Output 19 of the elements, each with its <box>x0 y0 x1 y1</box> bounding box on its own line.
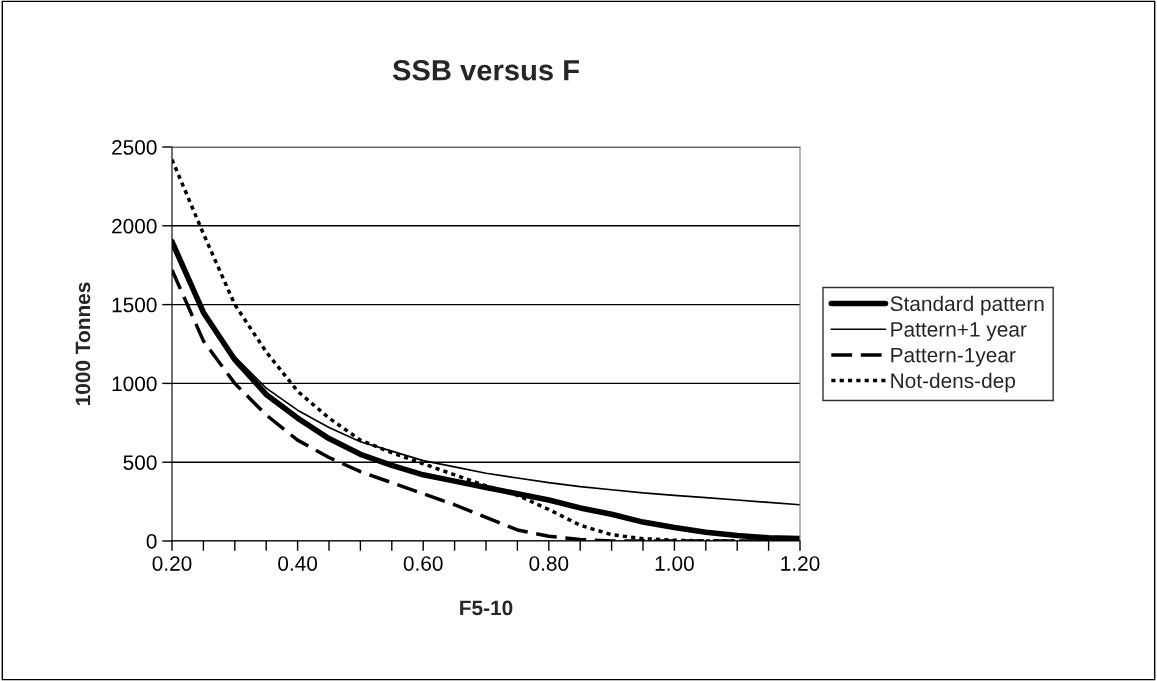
x-tick-label: 0.80 <box>529 556 569 571</box>
legend-label: Pattern+1 year <box>891 322 1027 341</box>
x-tick-label: 1.20 <box>781 556 820 571</box>
x-axis-title: F5-10 <box>460 600 513 616</box>
legend-label: Not-dens-dep <box>891 372 1015 393</box>
x-tick-label: 0.40 <box>278 556 318 571</box>
legend-label: Pattern-1year <box>891 347 1016 367</box>
x-tick-label: 1.00 <box>655 556 694 571</box>
chart-title: SSB versus F <box>392 59 579 81</box>
y-tick-label: 0 <box>146 534 157 549</box>
x-tick-label: 0.20 <box>152 556 192 571</box>
y-tick-label: 2000 <box>112 218 157 234</box>
y-tick-label: 1000 <box>112 376 157 392</box>
y-tick-label: 2500 <box>112 140 157 155</box>
y-tick-label: 1500 <box>112 297 157 313</box>
y-tick-label: 500 <box>123 455 157 470</box>
y-axis-title: 1000 Tonnes <box>75 282 91 406</box>
x-tick-label: 0.60 <box>403 556 443 571</box>
legend-label: Standard pattern <box>890 295 1044 316</box>
